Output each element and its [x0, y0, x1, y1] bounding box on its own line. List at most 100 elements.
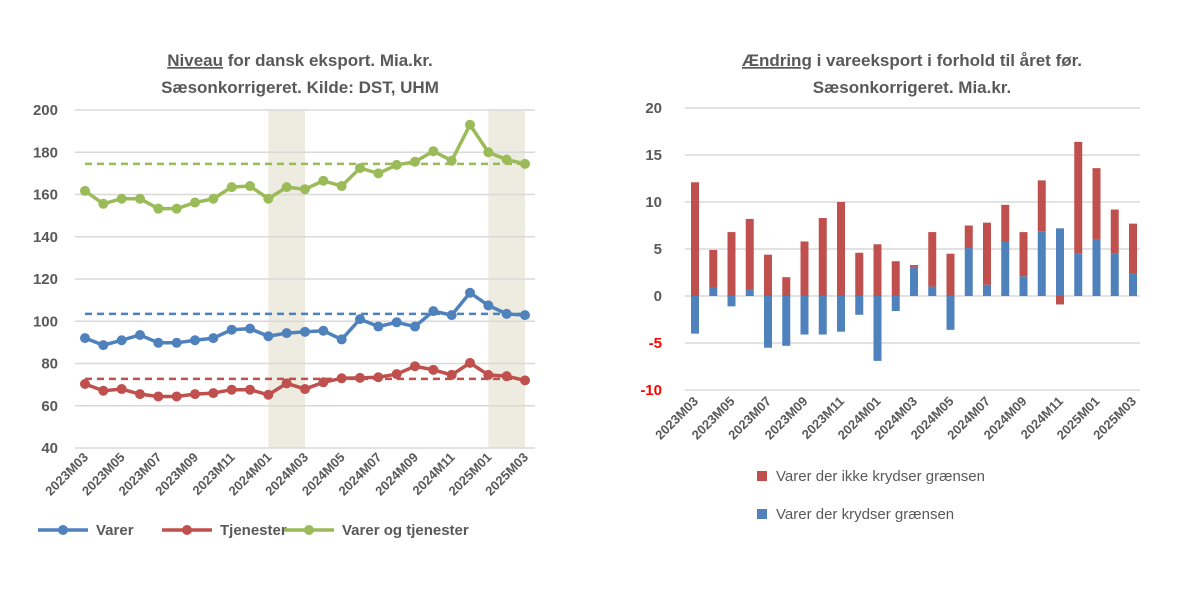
y-tick-label: 40: [41, 440, 58, 457]
bar-segment: [1001, 204, 1010, 242]
data-point: [446, 310, 457, 321]
data-point: [226, 384, 237, 395]
left-chart-title-line2: Sæsonkorrigeret. Kilde: DST, UHM: [161, 78, 439, 97]
bar-segment: [837, 202, 845, 296]
data-point: [116, 384, 127, 395]
data-point: [245, 323, 255, 334]
data-point: [520, 158, 530, 169]
data-point: [373, 168, 384, 179]
bar-segment: [910, 264, 918, 267]
data-point: [263, 331, 274, 342]
legend-marker: [58, 525, 68, 535]
y-tick-label: 100: [33, 313, 58, 330]
data-point: [153, 203, 164, 214]
data-point: [190, 389, 200, 400]
data-point: [208, 388, 219, 399]
y-tick-label: 5: [654, 241, 662, 258]
y-tick-label: 140: [33, 229, 58, 246]
bar-segment: [1019, 276, 1028, 296]
y-tick-label: 160: [33, 187, 58, 204]
data-point: [80, 333, 90, 344]
data-point: [410, 321, 420, 332]
legend-label: Varer der ikke krydser grænsen: [776, 468, 985, 485]
y-tick-label: 20: [645, 100, 662, 117]
data-point: [263, 193, 274, 204]
bar-segment: [837, 296, 845, 332]
right-title-rest: i vareeksport i forhold til året før.: [812, 51, 1082, 70]
data-point: [263, 389, 274, 400]
y-tick-label: -5: [649, 335, 662, 352]
data-point: [483, 147, 494, 158]
data-point: [171, 203, 182, 214]
data-point: [428, 306, 439, 317]
data-point: [520, 375, 530, 386]
legend-item: Varer der krydser grænsen: [757, 506, 954, 523]
legend-marker: [182, 525, 192, 535]
data-point: [336, 334, 347, 345]
data-point: [153, 337, 164, 348]
bar-segment: [800, 241, 809, 296]
data-point: [171, 391, 182, 402]
bar-segment: [709, 287, 718, 296]
data-point: [208, 333, 219, 344]
bar-segment: [946, 253, 955, 296]
data-point: [410, 156, 420, 167]
data-point: [391, 369, 402, 380]
data-point: [520, 310, 530, 321]
data-point: [135, 193, 145, 204]
legend-swatch: [757, 509, 767, 519]
data-point: [465, 357, 475, 368]
data-point: [116, 335, 127, 346]
data-point: [300, 326, 310, 337]
data-point: [483, 300, 494, 311]
data-point: [501, 308, 512, 319]
bar-segment: [983, 284, 991, 296]
bar-segment: [855, 296, 864, 315]
data-point: [355, 372, 365, 383]
bar-segment: [764, 296, 772, 348]
data-point: [373, 321, 384, 332]
bar-segment: [910, 266, 918, 296]
legend-item: Tjenester: [162, 522, 287, 539]
bar-segment: [928, 286, 937, 296]
bar-segment: [1056, 296, 1064, 305]
data-point: [300, 184, 310, 195]
data-point: [336, 181, 347, 192]
bar-segment: [782, 296, 791, 346]
data-point: [226, 324, 237, 335]
bar-segment: [891, 261, 900, 296]
data-point: [98, 385, 109, 396]
data-point: [428, 146, 439, 157]
data-point: [300, 384, 310, 395]
data-point: [135, 329, 145, 340]
bar-segment: [691, 182, 699, 296]
data-point: [336, 373, 347, 384]
left-title-rest: for dansk eksport. Mia.kr.: [223, 51, 433, 70]
bar-segment: [818, 296, 827, 335]
data-point: [135, 389, 145, 400]
data-point: [190, 335, 200, 346]
legend-item: Varer og tjenester: [284, 522, 469, 539]
data-point: [410, 361, 420, 372]
data-point: [245, 181, 255, 192]
bar-segment: [1019, 232, 1028, 277]
left-chart-title-line1: Niveau for dansk eksport. Mia.kr.: [167, 51, 433, 70]
right-chart-title-line2: Sæsonkorrigeret. Mia.kr.: [813, 78, 1011, 97]
y-tick-label: 15: [645, 147, 662, 164]
change-bar-chart: Ændring i vareeksport i forhold til året…: [640, 51, 1140, 523]
legend-swatch: [757, 471, 767, 481]
bar-segment: [818, 217, 827, 296]
data-point: [465, 287, 475, 298]
bar-segment: [1110, 209, 1119, 254]
bar-segment: [855, 252, 864, 296]
data-point: [483, 369, 494, 380]
data-point: [391, 317, 402, 328]
data-point: [446, 369, 457, 380]
bar-segment: [1074, 141, 1083, 254]
data-point: [355, 163, 365, 174]
bar-segment: [873, 296, 882, 361]
right-title-underlined: Ændring: [742, 51, 812, 70]
y-tick-label: 60: [41, 398, 58, 415]
data-point: [226, 182, 237, 193]
bar-segment: [727, 232, 736, 296]
